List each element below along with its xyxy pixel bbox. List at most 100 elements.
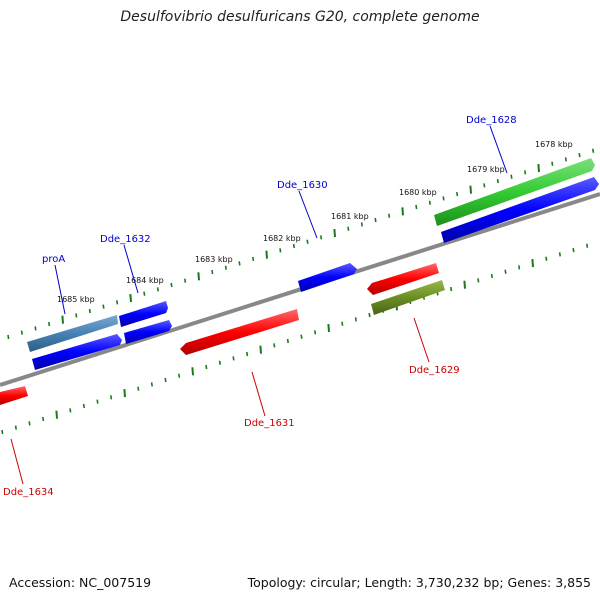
ruler-tick bbox=[551, 161, 554, 166]
gene-dde1631[interactable] bbox=[180, 309, 299, 355]
gene-blue-2[interactable] bbox=[441, 177, 599, 243]
ruler-tick bbox=[218, 360, 221, 365]
ruler-tick bbox=[48, 321, 51, 327]
ruler-tick bbox=[354, 317, 357, 322]
ruler-tick bbox=[496, 178, 499, 184]
gene-dde1632-lower[interactable] bbox=[124, 320, 172, 344]
ruler-tick bbox=[42, 416, 45, 422]
forward-scale-ruler bbox=[7, 148, 595, 340]
ruler-tick bbox=[191, 367, 194, 376]
ruler-tick bbox=[558, 252, 561, 257]
label-dde1632[interactable]: Dde_1632 bbox=[100, 234, 151, 245]
leader-dde1634 bbox=[10, 438, 24, 485]
ruler-tick bbox=[150, 382, 153, 387]
ruler-tick bbox=[20, 330, 23, 335]
label-proA[interactable]: proA bbox=[42, 254, 65, 265]
ruler-tick bbox=[531, 258, 534, 268]
ruler-tick bbox=[314, 330, 317, 335]
ruler-tick bbox=[347, 226, 350, 231]
gene-proA[interactable] bbox=[27, 315, 118, 352]
ruler-tick bbox=[116, 300, 119, 305]
ruler-tick bbox=[123, 388, 126, 398]
ruler-tick bbox=[110, 395, 113, 400]
label-dde1630[interactable]: Dde_1630 bbox=[277, 180, 328, 191]
gene-dde1634[interactable] bbox=[0, 386, 28, 405]
tick-label-1682: 1682 kbp bbox=[263, 234, 301, 243]
label-dde1629[interactable]: Dde_1629 bbox=[409, 365, 460, 376]
label-dde1628[interactable]: Dde_1628 bbox=[466, 115, 517, 126]
tick-label-1684: 1684 kbp bbox=[126, 276, 164, 285]
leader-dde1628 bbox=[489, 125, 508, 174]
ruler-tick bbox=[456, 191, 459, 197]
ruler-tick bbox=[55, 410, 58, 419]
label-dde1631[interactable]: Dde_1631 bbox=[244, 418, 295, 429]
ruler-tick bbox=[137, 386, 140, 391]
genome-backbone bbox=[0, 192, 600, 387]
gene-dde1629-olive[interactable] bbox=[371, 280, 445, 315]
ruler-tick bbox=[463, 280, 466, 289]
ruler-tick bbox=[232, 356, 235, 361]
ruler-tick bbox=[374, 217, 377, 223]
tick-label-1683: 1683 kbp bbox=[195, 255, 233, 264]
ruler-tick bbox=[578, 152, 581, 158]
label-dde1634[interactable]: Dde_1634 bbox=[3, 487, 54, 498]
leader-dde1629 bbox=[413, 317, 430, 363]
ruler-tick bbox=[28, 421, 31, 426]
ruler-tick bbox=[61, 315, 64, 324]
ruler-tick bbox=[184, 278, 187, 283]
leader-dde1631 bbox=[251, 371, 266, 417]
ruler-tick bbox=[564, 157, 567, 162]
ruler-tick bbox=[592, 148, 595, 153]
ruler-tick bbox=[306, 239, 309, 244]
ruler-tick bbox=[368, 312, 371, 318]
ruler-tick bbox=[469, 185, 472, 194]
ruler-tick bbox=[238, 261, 241, 266]
ruler-tick bbox=[170, 282, 173, 288]
leader-dde1632 bbox=[123, 244, 139, 294]
genome-summary-text: Topology: circular; Length: 3,730,232 bp… bbox=[247, 575, 591, 590]
ruler-tick bbox=[82, 403, 85, 409]
gene-dde1630[interactable] bbox=[298, 263, 357, 292]
ruler-tick bbox=[178, 373, 181, 378]
tick-label-1678: 1678 kbp bbox=[535, 140, 573, 149]
ruler-tick bbox=[388, 213, 391, 218]
ruler-tick bbox=[320, 235, 323, 240]
ruler-tick bbox=[483, 183, 486, 188]
ruler-tick bbox=[279, 248, 282, 253]
gene-dde1628[interactable] bbox=[434, 158, 595, 226]
ruler-tick bbox=[224, 265, 227, 270]
gene-blue-1[interactable] bbox=[32, 334, 122, 370]
ruler-tick bbox=[428, 200, 431, 205]
map-title: Desulfovibrio desulfuricans G20, complet… bbox=[120, 9, 480, 25]
ruler-tick bbox=[7, 334, 10, 340]
ruler-tick bbox=[360, 222, 363, 227]
ruler-tick bbox=[143, 291, 146, 296]
ruler-tick bbox=[504, 269, 507, 274]
ruler-tick bbox=[490, 273, 493, 279]
ruler-tick bbox=[197, 272, 200, 281]
accession-text: Accession: NC_007519 bbox=[9, 575, 152, 590]
ruler-tick bbox=[211, 269, 214, 275]
ruler-tick bbox=[252, 256, 255, 262]
ruler-tick bbox=[327, 323, 330, 333]
gene-dde1629-red[interactable] bbox=[367, 263, 439, 295]
ruler-tick bbox=[586, 243, 589, 248]
tick-label-1679: 1679 kbp bbox=[467, 165, 505, 174]
ruler-tick bbox=[259, 345, 262, 354]
ruler-tick bbox=[518, 265, 521, 270]
ruler-tick bbox=[286, 338, 289, 344]
ruler-tick bbox=[333, 228, 336, 238]
gene-dde1632-upper[interactable] bbox=[119, 301, 168, 327]
ruler-tick bbox=[69, 408, 72, 413]
ruler-tick bbox=[524, 170, 527, 175]
ruler-tick bbox=[401, 207, 404, 216]
ruler-tick bbox=[300, 334, 303, 339]
ruler-tick bbox=[292, 243, 295, 249]
ruler-tick bbox=[341, 321, 344, 326]
ruler-tick bbox=[510, 174, 513, 179]
ruler-tick bbox=[156, 287, 159, 292]
ruler-tick bbox=[129, 293, 132, 303]
ruler-tick bbox=[545, 256, 548, 261]
ruler-tick bbox=[246, 351, 249, 357]
